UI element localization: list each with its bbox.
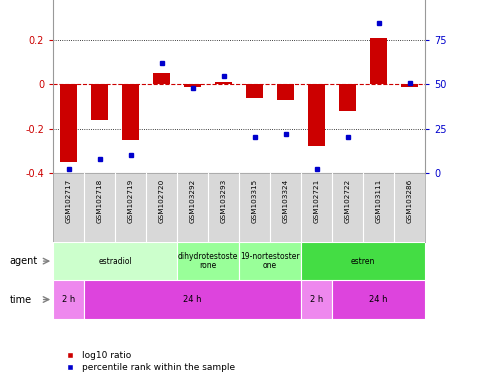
- Text: GSM102718: GSM102718: [97, 178, 102, 223]
- Bar: [301, 280, 332, 319]
- Text: GSM103286: GSM103286: [407, 178, 412, 223]
- Bar: [401, 84, 418, 87]
- Bar: [339, 84, 356, 111]
- Bar: [277, 84, 294, 100]
- Text: 24 h: 24 h: [369, 295, 388, 304]
- Text: 19-nortestoster
one: 19-nortestoster one: [240, 252, 300, 270]
- Text: 24 h: 24 h: [184, 295, 202, 304]
- Text: GSM103111: GSM103111: [376, 178, 382, 223]
- Text: GSM102717: GSM102717: [66, 178, 71, 223]
- Bar: [122, 84, 139, 140]
- Text: estren: estren: [351, 257, 375, 266]
- Text: GSM102719: GSM102719: [128, 178, 134, 223]
- Text: 2 h: 2 h: [62, 295, 75, 304]
- Text: GSM103324: GSM103324: [283, 178, 288, 223]
- Bar: [60, 84, 77, 162]
- Bar: [332, 280, 425, 319]
- Bar: [215, 82, 232, 84]
- Bar: [84, 280, 301, 319]
- Bar: [153, 73, 170, 84]
- Text: 2 h: 2 h: [310, 295, 323, 304]
- Text: estradiol: estradiol: [98, 257, 132, 266]
- Text: dihydrotestoste
rone: dihydrotestoste rone: [178, 252, 238, 270]
- Text: GSM103292: GSM103292: [190, 178, 196, 223]
- Bar: [239, 242, 301, 280]
- Legend: log10 ratio, percentile rank within the sample: log10 ratio, percentile rank within the …: [57, 348, 239, 376]
- Bar: [184, 84, 201, 87]
- Text: GSM103315: GSM103315: [252, 178, 257, 223]
- Bar: [246, 84, 263, 98]
- Text: GSM102720: GSM102720: [158, 178, 165, 223]
- Bar: [308, 84, 325, 146]
- Text: agent: agent: [10, 256, 38, 266]
- Bar: [370, 38, 387, 84]
- Text: time: time: [10, 295, 32, 305]
- Bar: [53, 280, 84, 319]
- Text: GSM102721: GSM102721: [313, 178, 320, 223]
- Text: GSM103293: GSM103293: [221, 178, 227, 223]
- Bar: [91, 84, 108, 120]
- Bar: [53, 242, 177, 280]
- Bar: [177, 242, 239, 280]
- Text: GSM102722: GSM102722: [344, 178, 351, 223]
- Bar: [301, 242, 425, 280]
